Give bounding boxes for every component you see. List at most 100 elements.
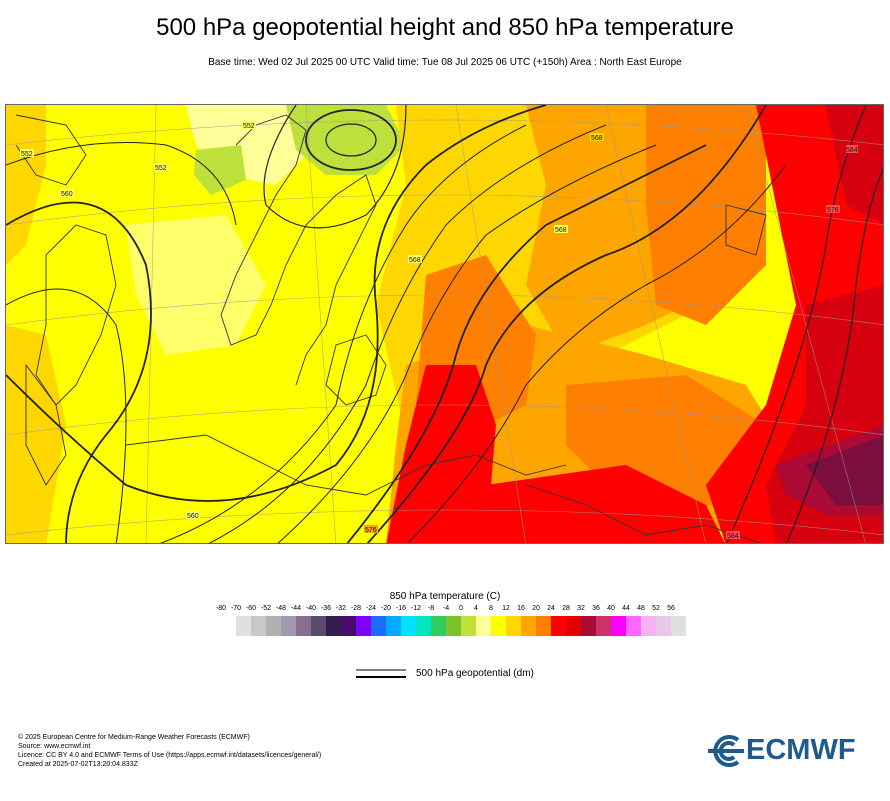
contour-label: 552 [155, 165, 167, 172]
legend-tick: -80 [215, 605, 227, 612]
ecmwf-logo-icon [708, 735, 744, 767]
temp-zone-red [386, 365, 496, 543]
legend-swatch [551, 616, 566, 636]
legend-swatch [521, 616, 536, 636]
legend-swatch [296, 616, 311, 636]
legend-tick: -32 [335, 605, 347, 612]
legend-tick: 52 [652, 605, 660, 612]
contour-label: 552 [21, 151, 33, 158]
created-line: Created at 2025-07-02T13:20:04.833Z [18, 761, 138, 768]
legend-tick: -36 [320, 605, 332, 612]
legend-swatch [371, 616, 386, 636]
legend-tick: 40 [607, 605, 615, 612]
legend-swatch [656, 616, 671, 636]
legend-swatch [401, 616, 416, 636]
legend-tick: -70 [230, 605, 242, 612]
legend-swatch [626, 616, 641, 636]
legend-tick: -28 [350, 605, 362, 612]
contour-label: 552 [243, 123, 255, 130]
legend-swatch [251, 616, 266, 636]
legend-swatch [506, 616, 521, 636]
ecmwf-logo-text: ECMWF [746, 734, 856, 766]
temp-zone-purple [806, 435, 883, 505]
map-graticule [6, 105, 883, 543]
contour-label: 568 [555, 227, 567, 234]
contour-label: 560 [61, 191, 73, 198]
legend-swatch [566, 616, 581, 636]
contour-label: 568 [591, 135, 603, 142]
legend-swatch [491, 616, 506, 636]
legend-tick: 28 [562, 605, 570, 612]
legend-swatch [356, 616, 371, 636]
legend-tick: 4 [474, 605, 478, 612]
legend-swatch [446, 616, 461, 636]
legend-tick: -8 [427, 605, 435, 612]
legend-tick: 20 [532, 605, 540, 612]
temp-zone-light-yellow-2 [126, 215, 266, 355]
legend-tick: -24 [365, 605, 377, 612]
copyright-line: © 2025 European Centre for Medium-Range … [18, 734, 250, 741]
contour-labels: 560 560 552 552 552 568 568 576 576 584 … [20, 121, 858, 540]
legend-swatch [281, 616, 296, 636]
legend-colorbar [236, 616, 686, 636]
legend-swatch [476, 616, 491, 636]
contour-label: 560 [187, 513, 199, 520]
legend-tick: -16 [395, 605, 407, 612]
contour-label: 584 [846, 147, 858, 154]
legend-swatch [311, 616, 326, 636]
legend-tick: 0 [459, 605, 463, 612]
contour-label: 576 [827, 207, 839, 214]
legend-tick: 56 [667, 605, 675, 612]
legend-swatch [386, 616, 401, 636]
contour-label: 568 [409, 257, 421, 264]
temp-zone-dark-red-2 [826, 105, 883, 224]
chart-title: 500 hPa geopotential height and 850 hPa … [156, 14, 734, 41]
forecast-map[interactable]: 560 560 552 552 552 568 568 576 576 584 … [5, 104, 884, 544]
legend-swatch [641, 616, 656, 636]
temp-zone-red-3 [486, 465, 725, 543]
contour-label: 576 [365, 527, 377, 534]
legend-tick: -48 [275, 605, 287, 612]
legend-swatch [326, 616, 341, 636]
legend-swatch [341, 616, 356, 636]
temp-zone-green [286, 105, 406, 175]
legend-swatch [431, 616, 446, 636]
licence-line: Licence: CC BY 4.0 and ECMWF Terms of Us… [18, 752, 322, 759]
legend-swatch [536, 616, 551, 636]
legend-tick: 24 [547, 605, 555, 612]
temp-zone-green-2 [194, 145, 246, 195]
source-line: Source: www.ecmwf.int [18, 743, 91, 750]
legend-swatch [596, 616, 611, 636]
temp-zone-gold-3 [6, 325, 66, 543]
legend-tick: -40 [305, 605, 317, 612]
map-canvas: 560 560 552 552 552 568 568 576 576 584 … [6, 105, 883, 543]
legend-tick: 12 [502, 605, 510, 612]
legend-swatch [236, 616, 251, 636]
legend-tick: 48 [637, 605, 645, 612]
legend-title: 850 hPa temperature (C) [389, 591, 501, 602]
legend-tick: 8 [489, 605, 493, 612]
legend-swatch [671, 616, 686, 636]
legend-swatch [461, 616, 476, 636]
chart-subtitle: Base time: Wed 02 Jul 2025 00 UTC Valid … [208, 57, 682, 68]
coastlines [15, 114, 767, 543]
legend-tick: 16 [517, 605, 525, 612]
legend-tick: 44 [622, 605, 630, 612]
ecmwf-logo[interactable]: ECMWF [708, 734, 878, 768]
legend-swatch [581, 616, 596, 636]
legend-tick: 36 [592, 605, 600, 612]
legend-swatch [416, 616, 431, 636]
legend-tick: -12 [410, 605, 422, 612]
geopotential-label: 500 hPa geopotential (dm) [416, 668, 534, 679]
geopotential-contours [6, 105, 883, 543]
legend-swatch [266, 616, 281, 636]
geopotential-line-icon [356, 669, 406, 678]
legend-swatch [611, 616, 626, 636]
legend-tick: -60 [245, 605, 257, 612]
footer-credits: © 2025 European Centre for Medium-Range … [18, 733, 321, 769]
legend-tick: -4 [442, 605, 450, 612]
legend-tick: 32 [577, 605, 585, 612]
legend-tick: -20 [380, 605, 392, 612]
legend-tick: -44 [290, 605, 302, 612]
contour-label: 584 [727, 533, 739, 540]
